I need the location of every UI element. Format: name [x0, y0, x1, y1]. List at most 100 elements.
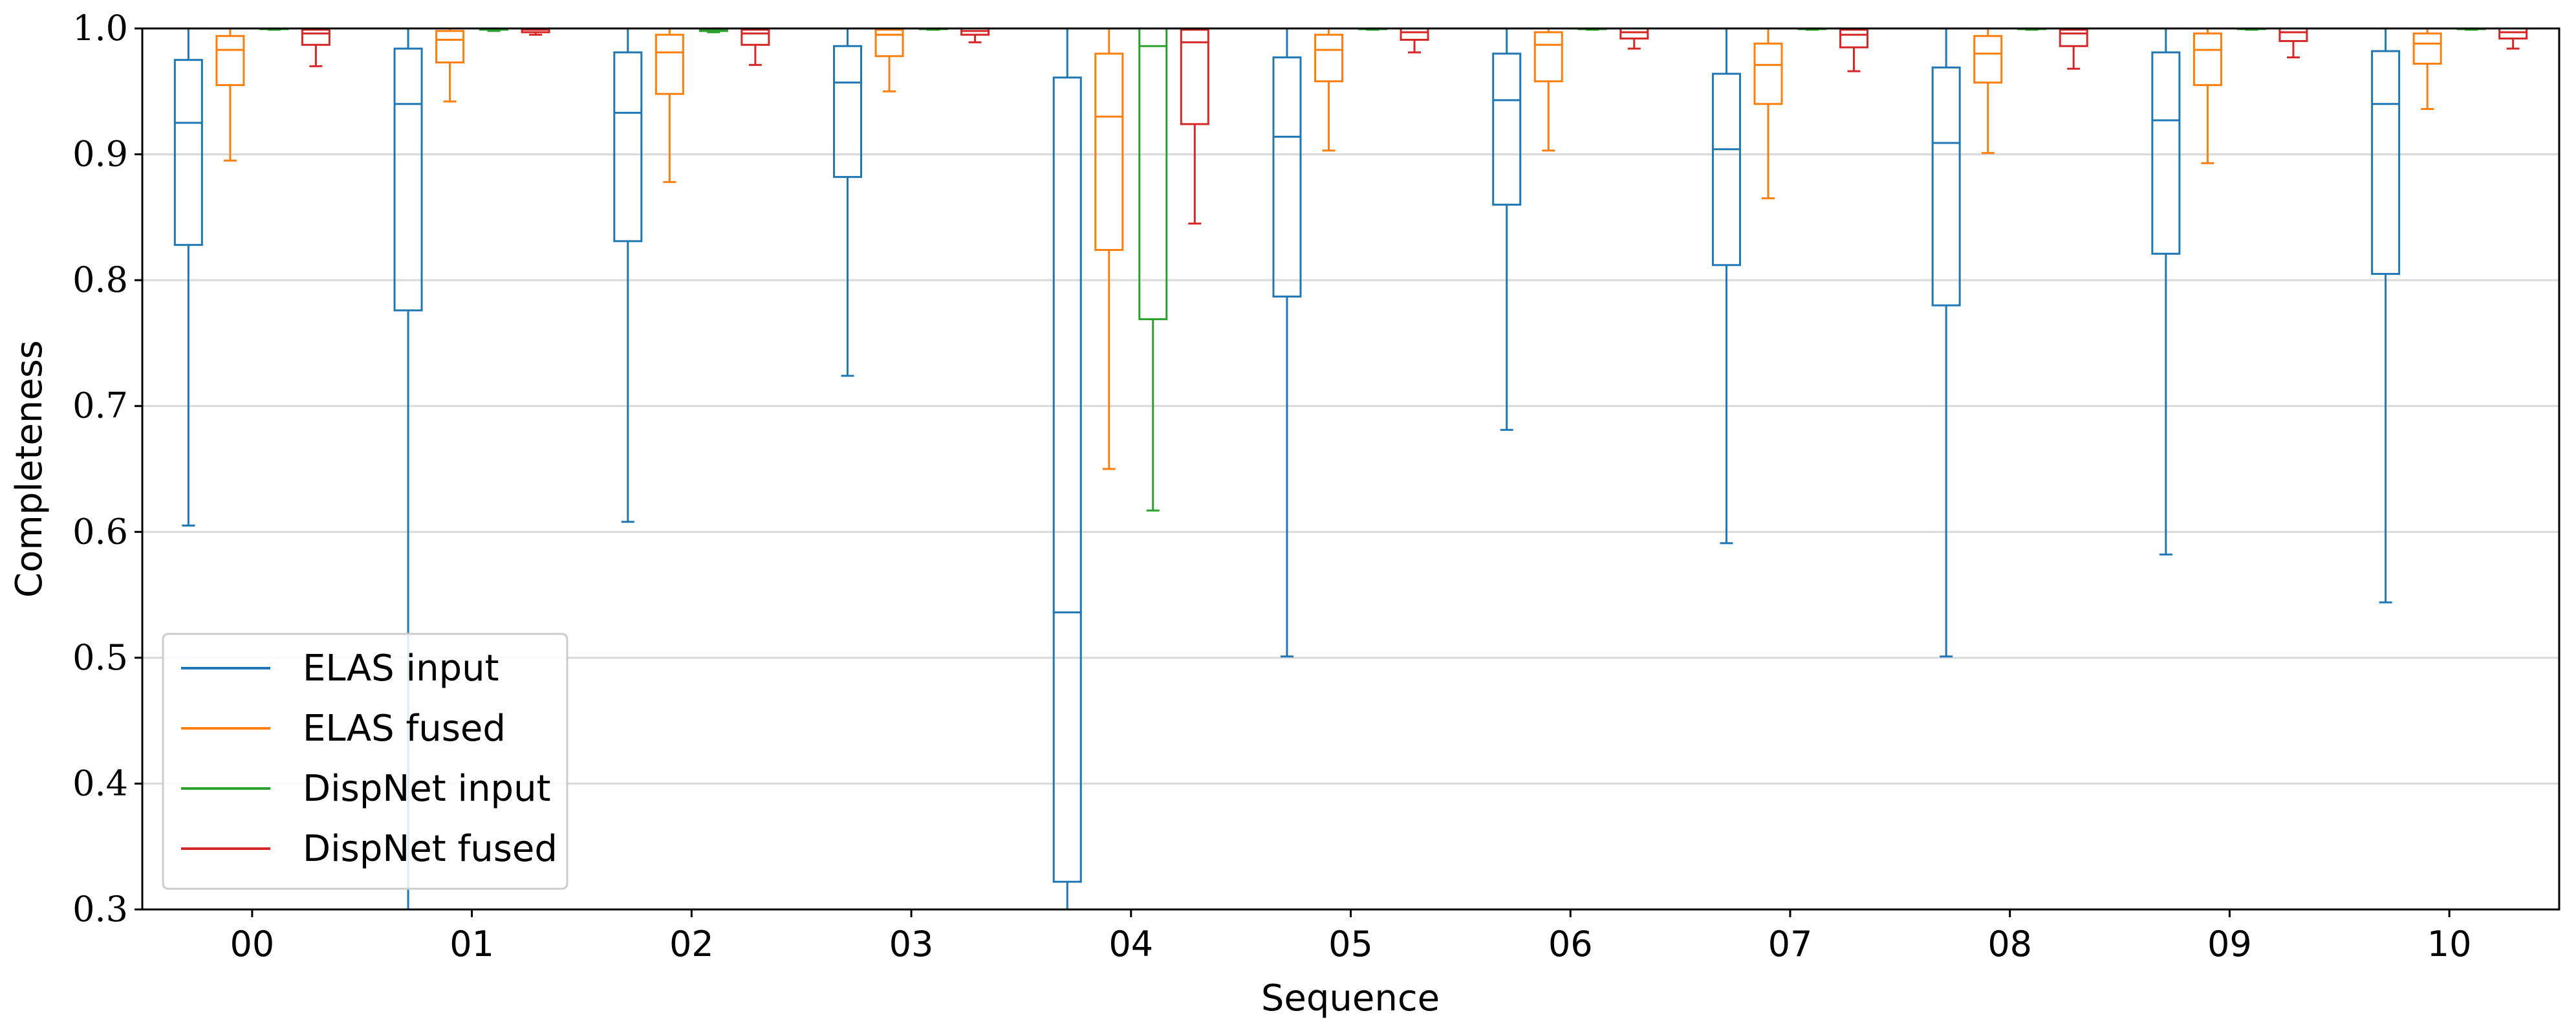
x-axis-title: Sequence — [1261, 977, 1440, 1019]
x-tick-label: 06 — [1548, 924, 1593, 964]
box-05 — [1400, 27, 1429, 54]
box-09 — [2278, 27, 2308, 59]
y-tick-label: 0.8 — [72, 259, 128, 300]
legend: ELAS input ELAS fused DispNet input DispNet… — [162, 633, 568, 890]
y-tick-label: 1.0 — [72, 8, 128, 49]
box-body — [435, 30, 465, 64]
box-06 — [1492, 27, 1522, 431]
box-00 — [215, 27, 245, 162]
box-body — [1931, 66, 1961, 307]
y-tick-label: 0.6 — [72, 511, 128, 552]
y-axis-ticks: 0.3 0.4 0.5 0.6 0.7 0.8 0.9 1.0 — [72, 8, 142, 930]
box-body — [741, 28, 770, 46]
box-10 — [2498, 27, 2528, 50]
y-tick-label: 0.7 — [72, 386, 128, 426]
box-10 — [2371, 27, 2401, 603]
box-02 — [655, 27, 684, 183]
box-08 — [2059, 27, 2088, 70]
box-03 — [960, 27, 990, 43]
y-tick-label: 0.4 — [72, 763, 128, 803]
series-elas-input — [173, 27, 2401, 909]
box-09 — [2151, 27, 2181, 556]
box-body — [1272, 56, 1302, 298]
box-07 — [1753, 27, 1783, 200]
legend-label: ELAS input — [303, 647, 499, 690]
box-body — [215, 35, 245, 87]
box-body — [1052, 76, 1082, 883]
legend-box — [162, 633, 568, 890]
box-body — [2192, 32, 2222, 87]
box-01 — [435, 27, 465, 103]
box-02 — [613, 27, 643, 523]
x-tick-label: 05 — [1328, 924, 1373, 964]
x-tick-label: 07 — [1768, 924, 1813, 964]
box-04 — [1180, 27, 1209, 225]
box-10 — [2412, 27, 2442, 111]
box-body — [1138, 27, 1168, 320]
legend-item: ELAS fused — [181, 708, 506, 750]
box-08 — [1931, 27, 1961, 658]
x-tick-label: 08 — [1987, 924, 2032, 964]
x-tick-label: 04 — [1109, 924, 1153, 964]
x-tick-label: 10 — [2427, 924, 2472, 964]
box-body — [1400, 27, 1429, 41]
series-elas-fused — [215, 27, 2442, 470]
box-06 — [1619, 27, 1649, 50]
legend-item: DispNet input — [181, 768, 551, 810]
y-tick-label: 0.5 — [72, 637, 128, 678]
legend-item: ELAS input — [181, 647, 499, 690]
box-04 — [1138, 27, 1168, 512]
x-tick-label: 09 — [2207, 924, 2252, 964]
box-body — [2059, 28, 2088, 47]
x-tick-label: 03 — [889, 924, 934, 964]
legend-label: DispNet input — [303, 768, 551, 810]
x-tick-label: 00 — [230, 924, 275, 964]
box-body — [1533, 31, 1563, 83]
box-05 — [1314, 27, 1344, 152]
box-body — [613, 51, 643, 243]
box-07 — [1839, 27, 1868, 72]
box-body — [2151, 51, 2181, 255]
box-body — [173, 59, 203, 246]
box-body — [301, 28, 330, 46]
y-axis-title: Completeness — [8, 340, 50, 598]
x-axis-ticks: 00 01 02 03 04 05 06 07 08 09 10 — [230, 909, 2472, 964]
legend-label: ELAS fused — [303, 708, 506, 750]
box-09 — [2192, 27, 2222, 164]
box-body — [1839, 28, 1868, 49]
box-body — [2498, 27, 2528, 40]
box-body — [1094, 52, 1124, 251]
box-body — [2412, 32, 2442, 65]
box-body — [1753, 42, 1783, 105]
box-body — [874, 28, 904, 58]
box-body — [2371, 50, 2401, 275]
box-body — [655, 34, 684, 95]
legend-label: DispNet fused — [303, 828, 557, 870]
box-body — [1314, 34, 1344, 83]
legend-item: DispNet fused — [181, 828, 557, 870]
box-body — [1973, 35, 2003, 84]
box-05 — [1272, 27, 1302, 658]
box-00 — [301, 27, 330, 67]
x-tick-label: 02 — [669, 924, 714, 964]
y-tick-label: 0.9 — [72, 134, 128, 175]
box-06 — [1533, 27, 1563, 152]
box-04 — [1094, 27, 1124, 470]
box-body — [1619, 27, 1649, 40]
x-tick-label: 01 — [449, 924, 494, 964]
box-02 — [741, 27, 770, 66]
series-dispnet-input — [259, 27, 2486, 512]
box-04 — [1052, 27, 1082, 909]
box-03 — [874, 27, 904, 92]
series-dispnet-fused — [301, 27, 2528, 225]
box-body — [2278, 27, 2308, 42]
box-body — [1711, 72, 1741, 266]
box-07 — [1711, 27, 1741, 545]
box-body — [393, 47, 423, 312]
box-body — [1492, 52, 1522, 206]
box-03 — [833, 27, 863, 377]
box-08 — [1973, 27, 2003, 155]
box-body — [833, 45, 863, 179]
y-tick-label: 0.3 — [72, 889, 128, 930]
